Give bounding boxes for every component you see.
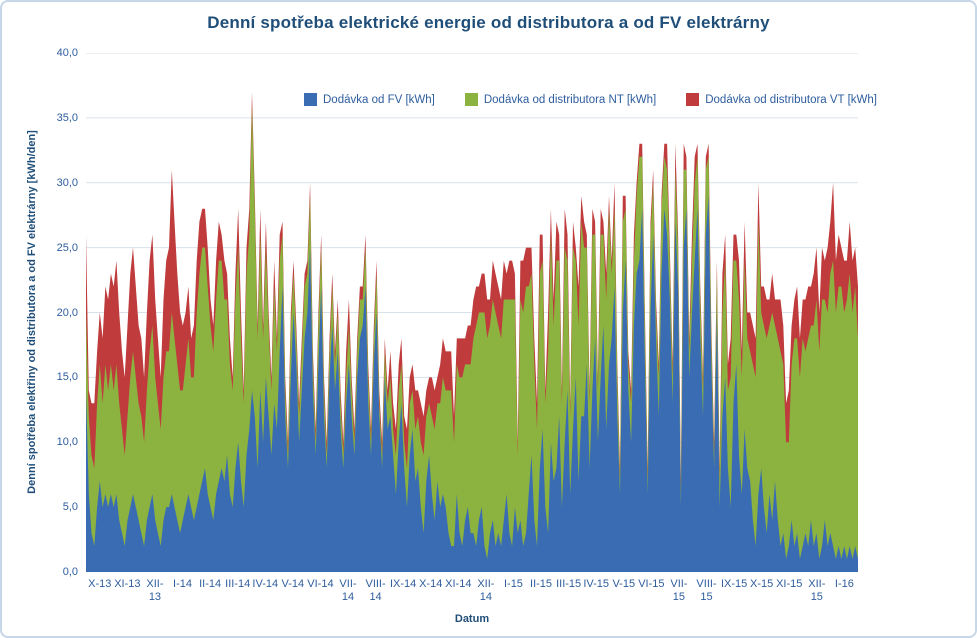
x-tick-label: XI-13 xyxy=(114,578,141,590)
x-tick-label: IX-14 xyxy=(390,578,417,590)
x-tick-label: XI-15 xyxy=(776,578,803,590)
x-tick-label: VII- 14 xyxy=(339,578,357,603)
x-tick-label: I-14 xyxy=(173,578,192,590)
x-tick-label: III-15 xyxy=(556,578,582,590)
stacked-area-svg xyxy=(86,53,858,572)
legend-label-nt: Dodávka od distributora NT [kWh] xyxy=(483,93,657,106)
x-tick-label: IX-15 xyxy=(720,578,748,590)
legend-swatch-nt-icon xyxy=(464,93,478,106)
x-tick-label: XII- 14 xyxy=(477,578,495,603)
x-tick-label: IV-14 xyxy=(252,578,279,590)
legend: Dodávka od FV [kWh] Dodávka od distribut… xyxy=(304,93,877,106)
legend-item-nt: Dodávka od distributora NT [kWh] xyxy=(464,93,657,106)
x-tick-label: VIII- 15 xyxy=(696,578,717,603)
x-tick-label: I-15 xyxy=(503,578,523,590)
legend-label-fv: Dodávka od FV [kWh] xyxy=(323,93,435,106)
x-tick-label: V-14 xyxy=(281,578,305,590)
x-tick-labels: X-13 XI-13 XII- 13 I-14 II-14 III-14 IV-14 V-14… xyxy=(86,578,858,604)
x-tick-label: VII- 15 xyxy=(670,578,688,603)
x-tick-label: II-14 xyxy=(199,578,222,590)
x-tick-label: X-15 xyxy=(750,578,774,590)
y-tick-label: 15,0 xyxy=(56,371,78,384)
x-tick-label: X-13 xyxy=(88,578,112,590)
legend-item-fv: Dodávka od FV [kWh] xyxy=(304,93,435,106)
x-tick-label: VI-14 xyxy=(307,578,334,590)
area-fv xyxy=(86,195,858,572)
y-tick-label: 5,0 xyxy=(62,501,78,514)
legend-label-vt: Dodávka od distributora VT [kWh] xyxy=(705,93,877,106)
y-tick-label: 35,0 xyxy=(56,111,78,124)
x-tick-label: XII- 15 xyxy=(808,578,826,603)
y-tick-label: 30,0 xyxy=(56,176,78,189)
y-tick-label: 20,0 xyxy=(56,306,78,319)
x-tick-label: IV-15 xyxy=(583,578,610,590)
legend-item-vt: Dodávka od distributora VT [kWh] xyxy=(686,93,877,106)
legend-swatch-fv-icon xyxy=(304,93,317,106)
x-tick-label: VI-15 xyxy=(638,578,665,590)
y-tick-label: 0,0 xyxy=(62,566,78,578)
x-tick-label: II-15 xyxy=(530,578,553,590)
legend-swatch-vt-icon xyxy=(686,93,700,106)
x-tick-label: V-15 xyxy=(612,578,636,590)
y-tick-label: 40,0 xyxy=(56,47,78,59)
x-tick-label: XII- 13 xyxy=(146,578,164,603)
x-tick-label: III-14 xyxy=(225,578,251,590)
y-tick-label: 25,0 xyxy=(56,241,78,254)
x-axis-title: Datum xyxy=(454,613,490,625)
chart-title: Denní spotřeba elektrické energie od dis… xyxy=(207,13,770,32)
y-tick-label: 10,0 xyxy=(56,436,78,449)
x-tick-label: I-16 xyxy=(834,578,854,590)
x-tick-label: X-14 xyxy=(419,578,443,590)
x-tick-label: XI-14 xyxy=(445,578,472,590)
x-tick-label: VIII- 14 xyxy=(365,578,386,603)
